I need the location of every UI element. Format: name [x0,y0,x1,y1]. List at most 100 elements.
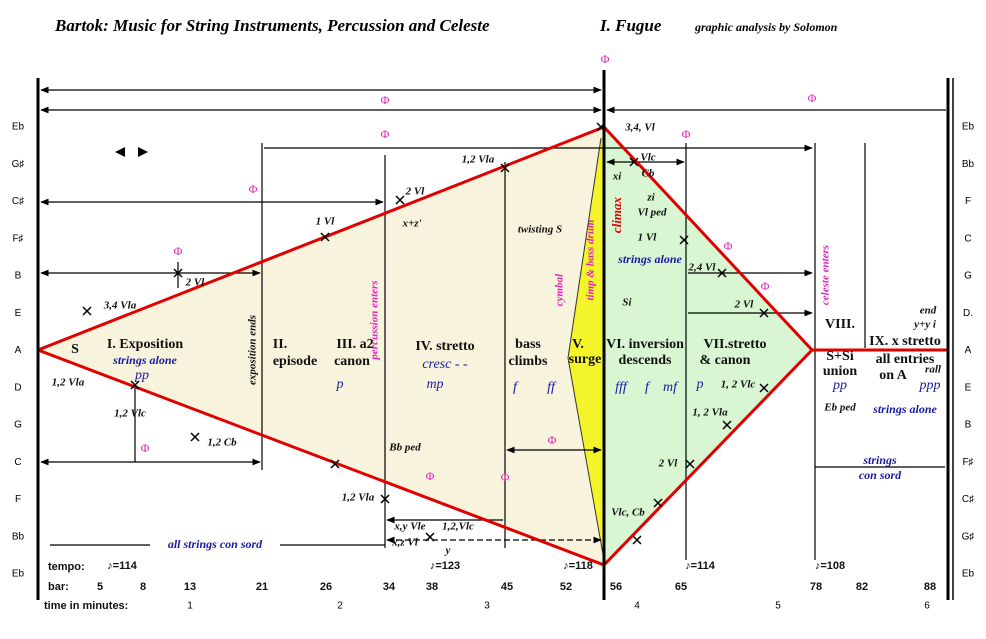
pitch-right: Eb [962,569,975,580]
annotation: descends [619,353,672,368]
pitch-right: Eb [962,122,975,133]
annotation: celeste enters [820,245,832,305]
bar-number: 45 [501,581,513,593]
entry-marker [500,163,510,173]
annotation: Vlc [640,152,655,164]
bar-number: 65 [675,581,687,593]
annotation: 1, 2 Vlc [721,379,756,391]
annotation: mf [663,380,679,395]
annotation: S [71,342,79,357]
entry-marker [717,268,727,278]
annotation: Vl ped [637,207,667,219]
annotation: 1 Vl [316,216,336,228]
annotation: exposition ends [247,315,259,385]
annotation: xi [612,171,623,183]
annotation: Bb ped [388,442,421,454]
entry-marker [759,383,769,393]
annotation: p [336,377,344,392]
entry-marker [679,235,689,245]
pitch-left: G [14,420,22,431]
annotation: 1,2 Vlc [114,408,146,420]
tempo: ♪=114 [685,560,716,572]
bar-number: 88 [924,581,936,593]
pitch-right: E [965,382,972,393]
annotation: f [513,380,519,395]
annotation: y+y i [912,319,937,331]
annotation: cresc - - [422,357,468,372]
bar-number: 5 [97,581,103,593]
phi-symbol: Φ [808,91,817,105]
entry-marker [685,459,695,469]
tempo-label: tempo: [48,561,85,573]
annotation: surge [569,352,602,367]
bar-number: 34 [383,581,396,593]
annotation: x,y Vle [393,521,425,533]
pitch-right: G♯ [962,531,975,542]
pitch-right: B [965,420,972,431]
annotation: Cb [642,168,655,180]
bar-number: 82 [856,581,868,593]
annotation: 1 Vl [638,232,658,244]
guides [40,86,946,560]
tempo: ♪=114 [107,560,138,572]
phi-symbol: Φ [601,52,610,66]
surge-area [568,138,604,560]
annotation: 2 Vl [185,277,206,289]
movement: I. Fugue [599,16,662,35]
pitch-left: D [14,382,21,393]
annotation: canon [334,354,370,369]
pitch-left: C♯ [12,196,24,207]
bar-label: bar: [48,581,69,593]
annotation: ff [547,380,557,395]
annotation: fff [615,380,629,395]
minute: 5 [775,601,781,612]
annotation: p [696,377,704,392]
phi-symbol: Φ [381,127,390,141]
phi-symbol: Φ [381,93,390,107]
surge-edge [567,137,602,359]
expansion-area [38,127,604,565]
pitch-right: D. [963,308,973,319]
bar-number: 26 [320,581,332,593]
entry-marker [722,420,732,430]
arrow-icon [138,147,148,157]
annotation: climax [609,196,624,233]
annotation: 1, 2 Vla [692,407,728,419]
pitch-right: A [965,345,972,356]
phi-symbol: Φ [548,433,557,447]
tempo: ♪=123 [430,560,460,572]
tempo: ♪=108 [815,560,845,572]
annotation: timp & bass drum [585,219,597,300]
entry-marker [190,432,200,442]
tempo: ♪=118 [563,560,593,572]
pitch-left: F♯ [12,233,23,244]
annotation: 2 Vl [405,186,426,198]
annotation: 2,4 Vl [688,262,717,274]
pitch-right: C♯ [962,494,974,505]
pitch-left: Bb [12,531,25,542]
bar-number: 8 [140,581,146,593]
bar-number: 21 [256,581,268,593]
bar-number: 56 [610,581,622,593]
annotation: ppp [919,378,941,393]
annotation: VI. inversion [606,337,684,352]
phi-symbol: Φ [761,279,770,293]
annotation: 1,2 Vla [462,154,495,166]
annotation: end [920,305,937,317]
minute: 1 [187,601,193,612]
annotation: pp [134,368,149,383]
pitch-left: Eb [12,122,25,133]
annotation: V. [572,337,584,352]
time-label: time in minutes: [44,600,128,612]
entry-marker [320,232,330,242]
phi-symbol: Φ [682,127,691,141]
annotation: & canon [700,353,751,368]
pitch-right: F♯ [962,457,973,468]
minute: 2 [337,601,343,612]
annotation: 1,2,Vlc [442,521,474,533]
pitch-left: C [14,457,21,468]
annotation: zi [646,192,655,204]
annotation: strings [862,453,897,467]
pitch-left: B [15,271,22,282]
bar-number: 13 [184,581,196,593]
